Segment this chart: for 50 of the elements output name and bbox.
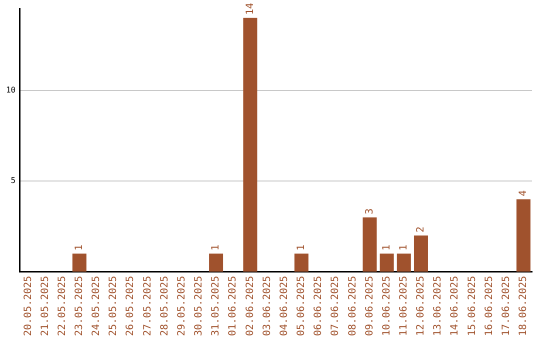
x-tick-label: 08.06.2025 <box>347 276 358 336</box>
bar <box>414 236 428 272</box>
bar <box>209 254 224 272</box>
x-tick-label: 31.05.2025 <box>210 276 222 336</box>
data-label: 1 <box>398 244 410 251</box>
y-tick-label: 5 <box>10 176 16 186</box>
data-label: 4 <box>518 190 530 196</box>
x-tick-label: 11.06.2025 <box>398 276 410 336</box>
x-tick-label: 30.05.2025 <box>194 276 205 336</box>
data-label: 1 <box>296 244 308 251</box>
x-tick-label: 28.05.2025 <box>159 276 170 336</box>
x-tick-label: 20.05.2025 <box>22 276 34 336</box>
data-label: 14 <box>244 2 256 15</box>
data-label: 2 <box>416 226 427 233</box>
x-tick-label: 01.06.2025 <box>228 276 239 336</box>
x-tick-label: 22.05.2025 <box>56 276 68 336</box>
x-tick-label: 10.06.2025 <box>381 276 392 336</box>
x-tick-label: 14.06.2025 <box>450 276 461 336</box>
x-tick-label: 26.05.2025 <box>125 276 136 336</box>
data-label: 1 <box>381 244 392 251</box>
x-tick-label: 09.06.2025 <box>364 276 376 336</box>
bar <box>294 254 308 272</box>
x-tick-label: 06.06.2025 <box>313 276 324 336</box>
x-tick-label: 12.06.2025 <box>416 276 427 336</box>
bar <box>362 217 377 272</box>
x-tick-label: 23.05.2025 <box>74 276 86 336</box>
x-tick-label: 27.05.2025 <box>142 276 154 336</box>
x-tick-label: 03.06.2025 <box>262 276 273 336</box>
bar <box>516 199 530 272</box>
data-label: 1 <box>210 244 222 251</box>
x-tick-label: 04.06.2025 <box>278 276 290 336</box>
bar <box>72 254 86 272</box>
x-tick-label: 21.05.2025 <box>40 276 51 336</box>
x-tick-label: 15.06.2025 <box>466 276 478 336</box>
x-tick-label: 24.05.2025 <box>91 276 102 336</box>
y-tick-label: 10 <box>6 85 16 94</box>
x-tick-label: 13.06.2025 <box>432 276 444 336</box>
x-tick-label: 16.06.2025 <box>484 276 495 336</box>
x-tick-label: 25.05.2025 <box>108 276 120 336</box>
data-label: 3 <box>364 208 376 214</box>
bar <box>243 18 258 272</box>
bar <box>380 254 394 272</box>
data-label: 1 <box>74 244 86 251</box>
x-tick-label: 18.06.2025 <box>518 276 530 336</box>
x-tick-label: 17.06.2025 <box>500 276 512 336</box>
bar <box>396 254 411 272</box>
x-tick-label: 02.06.2025 <box>244 276 256 336</box>
x-tick-label: 07.06.2025 <box>330 276 342 336</box>
x-tick-label: 05.06.2025 <box>296 276 308 336</box>
x-tick-label: 29.05.2025 <box>176 276 188 336</box>
